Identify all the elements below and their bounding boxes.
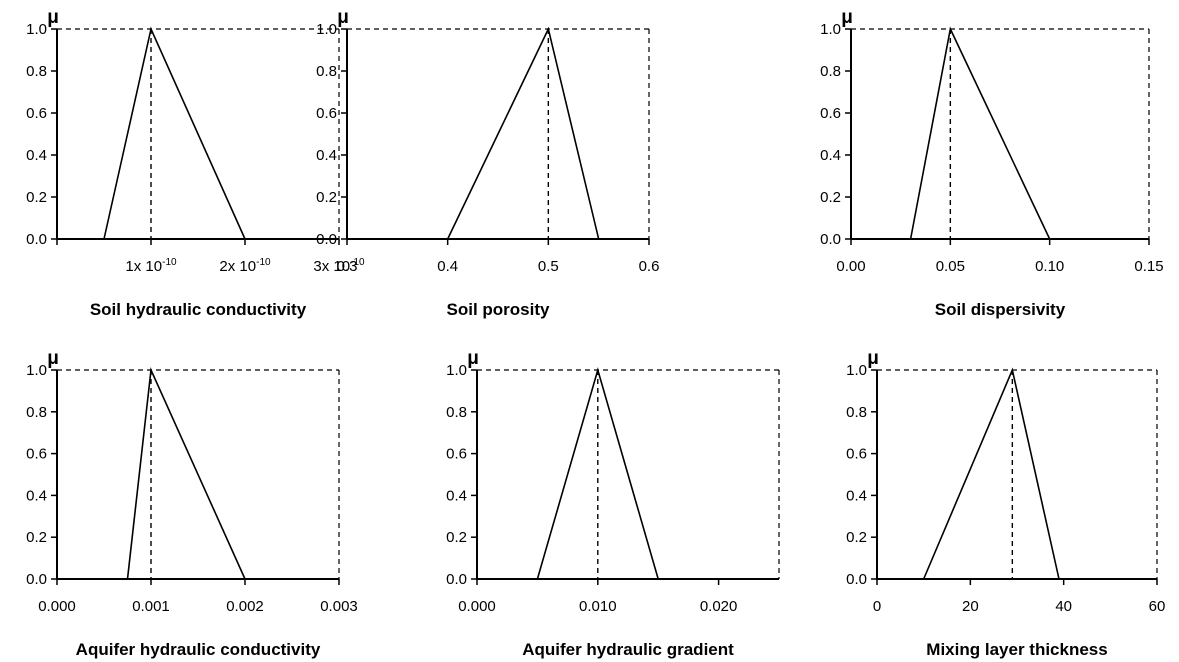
- x-axis-title: Mixing layer thickness: [926, 640, 1107, 659]
- y-tick-label: 0.4: [820, 147, 841, 164]
- y-tick-label: 0.0: [446, 571, 467, 588]
- x-tick-label: 0.010: [579, 598, 617, 615]
- x-tick-label: 0.002: [226, 598, 264, 615]
- y-tick-label: 0.0: [820, 231, 841, 248]
- x-tick-label: 0.5: [538, 258, 559, 275]
- y-tick-label: 0.2: [820, 189, 841, 206]
- y-tick-label: 1.0: [820, 21, 841, 38]
- x-tick-label: 20: [962, 598, 979, 615]
- x-axis-title: Aquifer hydraulic gradient: [522, 640, 734, 659]
- chart-panel: 0.0 0.2 0.4 0.6 0.8 1.0 0.00 0.05 0.10 0.15 μ Soil …: [820, 7, 1163, 319]
- y-tick-label: 0.6: [446, 446, 467, 463]
- y-tick-label: 0.2: [446, 529, 467, 546]
- x-tick-label: 0.6: [639, 258, 660, 275]
- x-tick-label: 0.3: [337, 258, 358, 275]
- y-tick-label: 0.8: [26, 404, 47, 421]
- y-tick-label: 0.8: [446, 404, 467, 421]
- x-tick-label: 0.15: [1134, 258, 1163, 275]
- x-tick-label: 0: [873, 598, 881, 615]
- y-tick-label: 0.4: [846, 487, 867, 504]
- y-tick-label: 0.6: [26, 446, 47, 463]
- y-axis-mu-label: μ: [47, 348, 59, 369]
- chart-panel: 0.0 0.2 0.4 0.6 0.8 1.0 0.3 0.4 0.5 0.6 μ Soil poro…: [316, 7, 659, 319]
- y-axis-mu-label: μ: [841, 7, 853, 28]
- x-tick-label: 1x 10-10: [125, 257, 177, 275]
- y-tick-label: 0.0: [316, 231, 337, 248]
- y-tick-label: 1.0: [846, 362, 867, 379]
- x-tick-label: 0.05: [936, 258, 965, 275]
- y-tick-label: 0.0: [846, 571, 867, 588]
- y-tick-label: 0.4: [446, 487, 467, 504]
- chart-panel: 0.0 0.2 0.4 0.6 0.8 1.0 0 20 40 60 μ Mixing layer t…: [846, 348, 1165, 659]
- x-tick-label: 0.00: [836, 258, 865, 275]
- membership-function-line: [103, 26, 246, 240]
- chart-panel: 0.0 0.2 0.4 0.6 0.8 1.0 1x 10-10 2x 10-10 3x 10-…: [26, 7, 365, 319]
- y-tick-label: 0.2: [846, 529, 867, 546]
- y-tick-label: 0.8: [26, 63, 47, 80]
- x-tick-label: 3x 10-10: [313, 257, 365, 275]
- x-tick-label: 0.020: [700, 598, 738, 615]
- x-tick-label: 0.000: [458, 598, 496, 615]
- membership-function-line: [126, 367, 246, 580]
- y-tick-label: 0.0: [26, 231, 47, 248]
- x-tick-label: 0.003: [320, 598, 358, 615]
- x-tick-label: 2x 10-10: [219, 257, 271, 275]
- x-axis-title: Soil hydraulic conductivity: [90, 300, 307, 319]
- y-tick-label: 0.2: [26, 529, 47, 546]
- membership-function-line: [536, 367, 659, 580]
- y-tick-label: 1.0: [446, 362, 467, 379]
- membership-function-line: [446, 26, 600, 240]
- y-tick-label: 0.6: [846, 446, 867, 463]
- y-tick-label: 0.4: [316, 147, 337, 164]
- x-tick-label: 60: [1149, 598, 1166, 615]
- y-tick-label: 0.6: [26, 105, 47, 122]
- membership-function-line: [922, 367, 1060, 580]
- y-axis-mu-label: μ: [467, 348, 479, 369]
- y-tick-label: 0.4: [26, 147, 47, 164]
- y-tick-label: 0.8: [820, 63, 841, 80]
- y-tick-label: 1.0: [316, 21, 337, 38]
- y-tick-label: 0.4: [26, 487, 47, 504]
- membership-function-line: [909, 26, 1051, 240]
- x-axis-title: Aquifer hydraulic conductivity: [76, 640, 321, 659]
- y-axis-mu-label: μ: [867, 348, 879, 369]
- x-axis-title: Soil dispersivity: [935, 300, 1066, 319]
- y-axis-mu-label: μ: [47, 7, 59, 28]
- y-tick-label: 0.6: [820, 105, 841, 122]
- x-tick-label: 0.000: [38, 598, 76, 615]
- y-tick-label: 1.0: [26, 21, 47, 38]
- y-tick-label: 0.2: [316, 189, 337, 206]
- y-tick-label: 0.2: [26, 189, 47, 206]
- x-tick-label: 0.001: [132, 598, 170, 615]
- x-tick-label: 0.4: [437, 258, 458, 275]
- y-tick-label: 1.0: [26, 362, 47, 379]
- x-tick-label: 40: [1055, 598, 1072, 615]
- y-tick-label: 0.6: [316, 105, 337, 122]
- y-tick-label: 0.8: [316, 63, 337, 80]
- x-axis-title: Soil porosity: [447, 300, 551, 319]
- y-tick-label: 0.0: [26, 571, 47, 588]
- y-tick-label: 0.8: [846, 404, 867, 421]
- x-tick-label: 0.10: [1035, 258, 1064, 275]
- chart-panel: 0.0 0.2 0.4 0.6 0.8 1.0 0.000 0.010 0.020 μ Aquife…: [446, 348, 780, 659]
- y-axis-mu-label: μ: [337, 7, 349, 28]
- chart-panel: 0.0 0.2 0.4 0.6 0.8 1.0 0.000 0.001 0.002 0.003 μ A…: [26, 348, 358, 659]
